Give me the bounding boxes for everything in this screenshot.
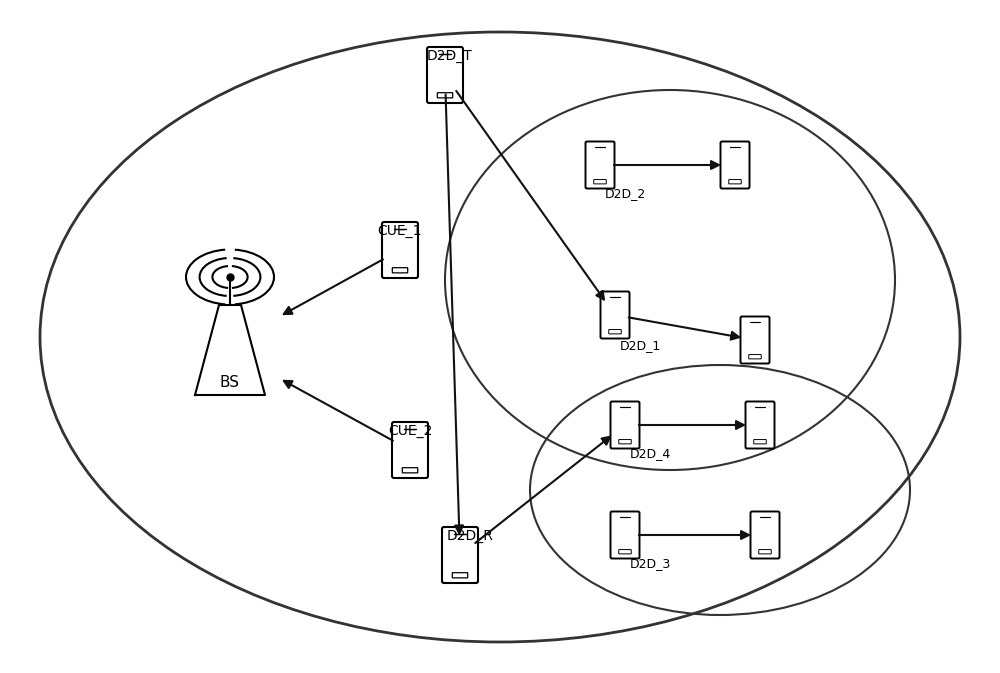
FancyBboxPatch shape: [746, 402, 774, 448]
FancyBboxPatch shape: [729, 180, 741, 184]
FancyBboxPatch shape: [720, 141, 750, 188]
FancyBboxPatch shape: [759, 550, 771, 554]
FancyBboxPatch shape: [740, 316, 770, 363]
FancyBboxPatch shape: [442, 527, 478, 583]
FancyBboxPatch shape: [382, 222, 418, 278]
Text: D2D_4: D2D_4: [630, 447, 671, 460]
FancyBboxPatch shape: [601, 291, 630, 339]
Text: BS: BS: [220, 375, 240, 390]
Text: D2D_R: D2D_R: [447, 529, 493, 543]
FancyBboxPatch shape: [610, 402, 640, 448]
FancyBboxPatch shape: [754, 439, 766, 444]
Text: D2D_2: D2D_2: [605, 187, 646, 200]
Text: D2D_3: D2D_3: [630, 557, 671, 570]
Text: CUE_2: CUE_2: [388, 424, 432, 438]
FancyBboxPatch shape: [619, 439, 631, 444]
FancyBboxPatch shape: [619, 550, 631, 554]
FancyBboxPatch shape: [392, 268, 408, 273]
Text: D2D_1: D2D_1: [620, 339, 661, 352]
FancyBboxPatch shape: [452, 573, 468, 578]
FancyBboxPatch shape: [437, 93, 453, 98]
FancyBboxPatch shape: [610, 511, 640, 559]
FancyBboxPatch shape: [749, 355, 761, 359]
FancyBboxPatch shape: [609, 330, 621, 334]
Text: D2D_T: D2D_T: [427, 49, 473, 63]
FancyBboxPatch shape: [594, 180, 606, 184]
FancyBboxPatch shape: [392, 422, 428, 478]
FancyBboxPatch shape: [427, 47, 463, 103]
FancyBboxPatch shape: [402, 468, 418, 473]
Polygon shape: [195, 305, 265, 395]
Text: CUE_1: CUE_1: [378, 224, 422, 238]
FancyBboxPatch shape: [751, 511, 780, 559]
FancyBboxPatch shape: [586, 141, 614, 188]
